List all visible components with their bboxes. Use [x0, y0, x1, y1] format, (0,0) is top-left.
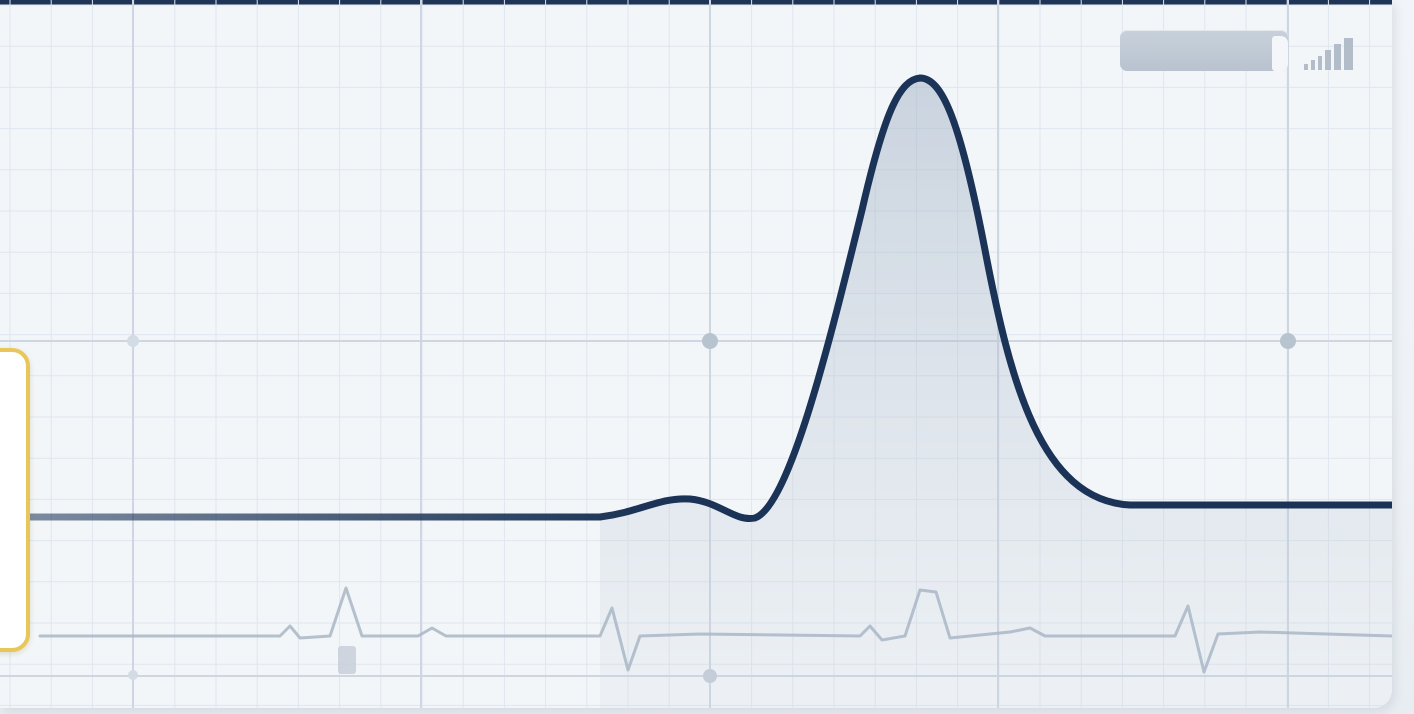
scale-indicator[interactable]: [1120, 30, 1288, 71]
panel-top-bar: [0, 0, 1392, 5]
waveform-plot: [0, 0, 1392, 708]
grid-node: [127, 335, 139, 347]
peak-fill-area: [600, 78, 1392, 708]
signal-strength-icon: [1304, 38, 1353, 70]
grid-node: [702, 333, 718, 349]
background-ecg-marker: [338, 646, 356, 674]
grid-node: [1280, 333, 1296, 349]
grid-nodes: [127, 333, 1296, 683]
grid-node: [128, 670, 138, 680]
waveform-panel: [0, 0, 1392, 708]
main-waveform-trace: [24, 74, 1392, 522]
scale-indicator-tab[interactable]: [1272, 36, 1288, 71]
side-card[interactable]: [0, 348, 30, 652]
background-ecg-trace: [38, 586, 1392, 674]
